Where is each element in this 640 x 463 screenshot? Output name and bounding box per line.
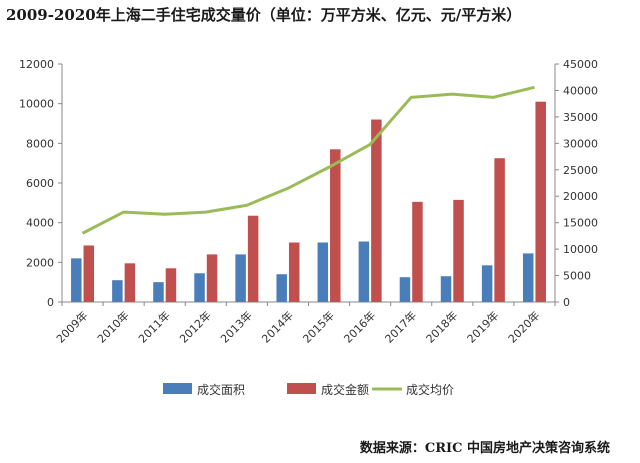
x-tick-label: 2019年 [464,308,501,345]
y-right-tick-label: 10000 [563,243,598,256]
bar-amount [124,263,136,302]
x-tick-label: 2017年 [382,308,419,345]
y-left-tick-label: 8000 [26,137,54,150]
legend-swatch-bar [163,383,192,394]
y-right-tick-label: 15000 [563,217,598,230]
x-tick-label: 2014年 [259,308,296,345]
legend-swatch-bar [287,383,316,394]
y-right-tick-label: 35000 [563,111,598,124]
legend-label: 成交均价 [406,382,454,397]
x-tick-label: 2009年 [53,308,90,345]
bar-amount [412,201,423,302]
bar-area [358,241,370,302]
x-tick-label: 2012年 [176,308,213,345]
x-tick-label: 2013年 [218,308,255,345]
y-right-tick-label: 45000 [563,58,598,71]
bar-amount [535,101,546,302]
bar-area [440,276,452,302]
line-avg-price [81,85,535,235]
bar-amount [371,119,382,303]
y-left-tick-label: 2000 [26,256,54,269]
bar-area [481,265,493,302]
legend-label: 成交金额 [321,382,369,397]
legend-label: 成交面积 [197,382,245,397]
x-tick-label: 2011年 [135,308,172,345]
x-tick-label: 2010年 [94,308,131,345]
x-tick-label: 2020年 [505,308,542,345]
bar-area [399,277,411,302]
bar-area [71,258,82,302]
source-note: 数据来源：CRIC 中国房地产决策咨询系统 [359,441,610,456]
bar-area [153,282,164,302]
y-left-tick-label: 10000 [19,98,54,111]
x-tick-label: 2018年 [423,308,460,345]
bar-amount [206,254,218,302]
bar-area [522,253,534,302]
y-left-tick-label: 0 [47,296,54,309]
bar-amount [494,158,505,302]
bar-amount [165,268,177,302]
y-left-tick-label: 4000 [26,217,54,230]
chart-title: 2009-2020年上海二手住宅成交量价（单位：万平方米、亿元、元/平方米） [6,6,522,24]
y-right-tick-label: 30000 [563,137,598,150]
y-right-tick-label: 5000 [563,270,591,283]
y-right-tick-label: 25000 [563,164,598,177]
bar-area [235,254,246,302]
y-left-tick-label: 12000 [19,58,54,71]
bar-amount [330,149,341,302]
bar-area [317,242,329,302]
y-right-tick-label: 0 [563,296,570,309]
bar-amount [247,215,259,302]
bar-amount [288,242,300,302]
y-right-tick-label: 40000 [563,84,598,97]
x-tick-label: 2016年 [341,308,378,345]
bar-amount [83,245,95,302]
bar-amount [453,199,464,302]
x-tick-label: 2015年 [300,308,337,345]
y-right-tick-label: 20000 [563,190,598,203]
bar-area [276,274,287,302]
bar-area [112,280,123,302]
y-left-tick-label: 6000 [26,177,54,190]
bar-area [194,273,205,302]
